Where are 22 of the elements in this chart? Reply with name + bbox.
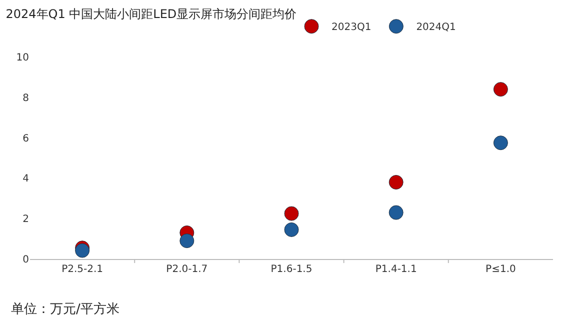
point [493,136,508,150]
legend-label: 2023Q1 [332,22,372,34]
point [388,174,404,190]
chart-title: 2024年Q1 中国大陆小间距LED显示屏市场分间距均价 [6,7,297,22]
y-tick-label: 2 [22,214,29,226]
x-tick-label: P2.5-2.1 [62,264,104,275]
point [284,206,299,221]
text: 单位：万元/平方米 [11,301,120,317]
y-tick-label: 6 [22,133,29,144]
point [388,205,404,220]
y-tick-label: 0 [22,254,29,266]
legend-label: 2024Q1 [416,22,456,34]
x-tick-label: P2.0-1.7 [166,264,208,275]
point [180,234,194,248]
point [284,222,299,237]
x-tick-label: P≤1.0 [486,264,516,275]
y-tick-label: 8 [22,92,29,104]
y-tick-label: 10 [16,52,29,64]
x-tick-label: P1.6-1.5 [270,264,312,275]
x-tick-label: P1.4-1.1 [375,264,417,275]
point [493,82,508,97]
y-tick-label: 4 [22,174,29,185]
